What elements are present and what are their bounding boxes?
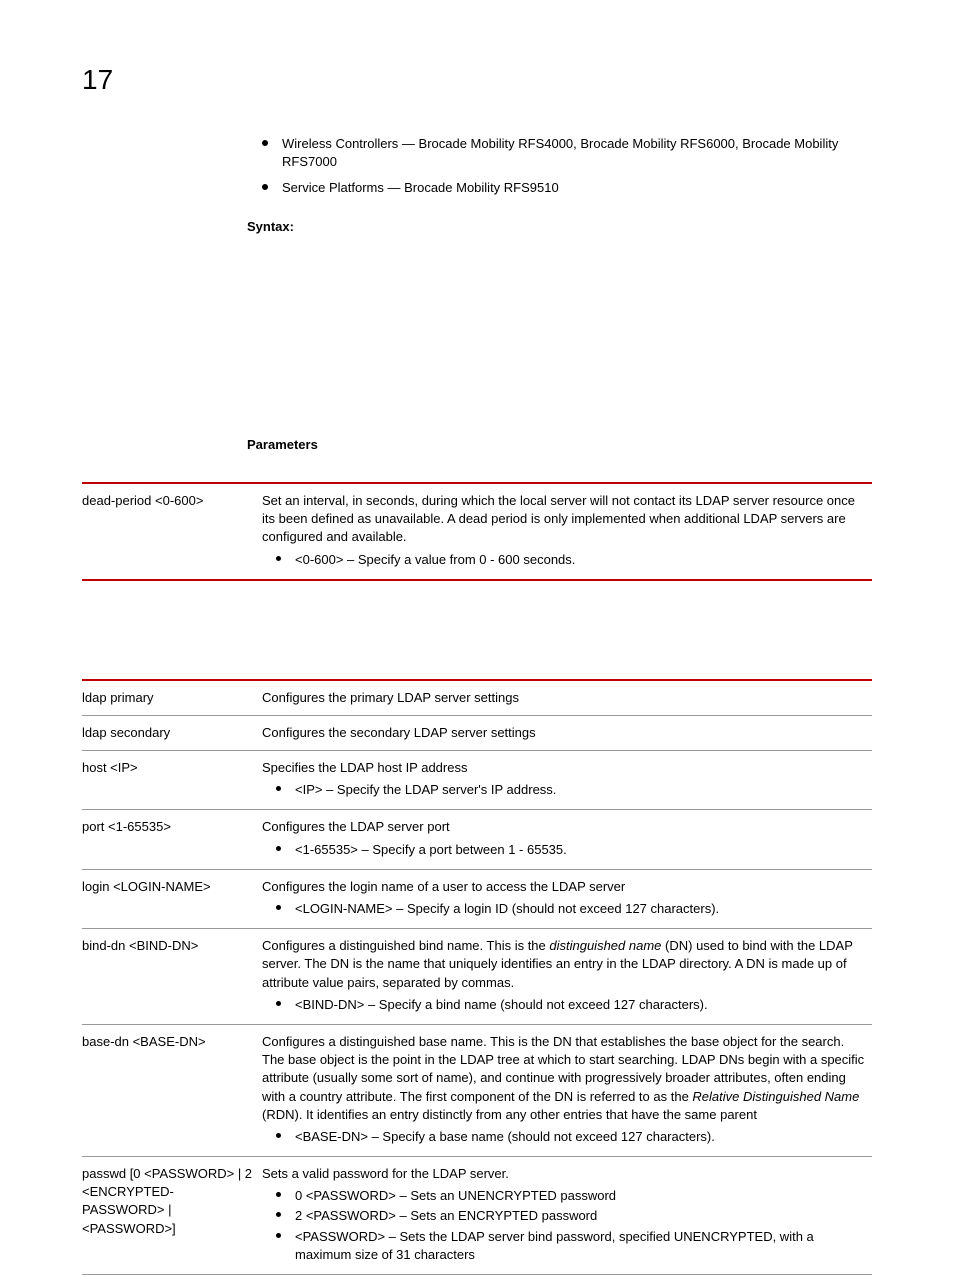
param-desc: Specifies the LDAP host IP address <IP> … [262, 751, 872, 810]
param-name: dead-period <0-600> [82, 483, 262, 580]
param-bullet: <PASSWORD> – Sets the LDAP server bind p… [276, 1228, 866, 1264]
param-name: port <1-65535> [82, 810, 262, 869]
param-desc-text-post: (RDN). It identifies an entry distinctly… [262, 1107, 757, 1122]
param-bullet: <LOGIN-NAME> – Specify a login ID (shoul… [276, 900, 866, 918]
parameter-table-2: ldap primary Configures the primary LDAP… [82, 679, 872, 1275]
param-bullet-text: <1-65535> – Specify a port between 1 - 6… [295, 841, 567, 859]
intro-bullets: Wireless Controllers — Brocade Mobility … [262, 135, 872, 198]
param-desc-text: Configures the LDAP server port [262, 819, 450, 834]
bullet-icon [276, 1192, 281, 1197]
param-desc: Sets a valid password for the LDAP serve… [262, 1157, 872, 1275]
page-number: 17 [82, 60, 113, 99]
param-bullet-text: <BASE-DN> – Specify a base name (should … [295, 1128, 715, 1146]
param-desc-italic: distinguished name [549, 938, 661, 953]
param-bullet-text: <0-600> – Specify a value from 0 - 600 s… [295, 551, 575, 569]
param-desc: Configures a distinguished bind name. Th… [262, 929, 872, 1025]
table-row: ldap secondary Configures the secondary … [82, 715, 872, 750]
param-desc-text: Sets a valid password for the LDAP serve… [262, 1166, 509, 1181]
table-row: login <LOGIN-NAME> Configures the login … [82, 869, 872, 928]
param-bullet-text: <IP> – Specify the LDAP server's IP addr… [295, 781, 556, 799]
table-row: dead-period <0-600> Set an interval, in … [82, 483, 872, 580]
param-desc-text-pre: Configures a distinguished bind name. Th… [262, 938, 549, 953]
intro-bullet-text: Service Platforms — Brocade Mobility RFS… [282, 179, 872, 197]
parameter-table-1: dead-period <0-600> Set an interval, in … [82, 482, 872, 581]
param-bullet-text: <LOGIN-NAME> – Specify a login ID (shoul… [295, 900, 719, 918]
param-bullet: 0 <PASSWORD> – Sets an UNENCRYPTED passw… [276, 1187, 866, 1205]
bullet-icon [262, 184, 268, 190]
table-row: passwd [0 <PASSWORD> | 2 <ENCRYPTED-PASS… [82, 1157, 872, 1275]
table-row: port <1-65535> Configures the LDAP serve… [82, 810, 872, 869]
parameters-heading: Parameters [247, 436, 872, 454]
param-desc-text: Specifies the LDAP host IP address [262, 760, 467, 775]
bullet-icon [276, 556, 281, 561]
table-row: base-dn <BASE-DN> Configures a distingui… [82, 1024, 872, 1156]
param-bullet: <BIND-DN> – Specify a bind name (should … [276, 996, 866, 1014]
param-bullet: <0-600> – Specify a value from 0 - 600 s… [276, 551, 866, 569]
bullet-icon [276, 786, 281, 791]
param-bullet: <1-65535> – Specify a port between 1 - 6… [276, 841, 866, 859]
param-bullet-text: <PASSWORD> – Sets the LDAP server bind p… [295, 1228, 866, 1264]
param-desc: Configures a distinguished base name. Th… [262, 1024, 872, 1156]
syntax-heading: Syntax: [247, 218, 872, 236]
param-name: base-dn <BASE-DN> [82, 1024, 262, 1156]
param-bullet: <BASE-DN> – Specify a base name (should … [276, 1128, 866, 1146]
param-bullet: 2 <PASSWORD> – Sets an ENCRYPTED passwor… [276, 1207, 866, 1225]
param-desc-italic: Relative Distinguished Name [692, 1089, 859, 1104]
param-bullet: <IP> – Specify the LDAP server's IP addr… [276, 781, 866, 799]
intro-bullet: Service Platforms — Brocade Mobility RFS… [262, 179, 872, 197]
param-desc: Configures the LDAP server port <1-65535… [262, 810, 872, 869]
bullet-icon [276, 905, 281, 910]
param-bullet-text: <BIND-DN> – Specify a bind name (should … [295, 996, 708, 1014]
param-desc: Configures the secondary LDAP server set… [262, 715, 872, 750]
param-desc: Set an interval, in seconds, during whic… [262, 483, 872, 580]
table-row: ldap primary Configures the primary LDAP… [82, 680, 872, 716]
bullet-icon [276, 1212, 281, 1217]
bullet-icon [276, 1133, 281, 1138]
param-bullet-text: 0 <PASSWORD> – Sets an UNENCRYPTED passw… [295, 1187, 616, 1205]
table-row: host <IP> Specifies the LDAP host IP add… [82, 751, 872, 810]
param-name: ldap primary [82, 680, 262, 716]
param-desc-text: Configures the login name of a user to a… [262, 879, 625, 894]
bullet-icon [276, 1001, 281, 1006]
param-name: host <IP> [82, 751, 262, 810]
table-row: bind-dn <BIND-DN> Configures a distingui… [82, 929, 872, 1025]
param-desc-text: Set an interval, in seconds, during whic… [262, 493, 855, 544]
bullet-icon [276, 846, 281, 851]
bullet-icon [276, 1233, 281, 1238]
param-name: ldap secondary [82, 715, 262, 750]
param-name: passwd [0 <PASSWORD> | 2 <ENCRYPTED-PASS… [82, 1157, 262, 1275]
param-name: login <LOGIN-NAME> [82, 869, 262, 928]
param-name: bind-dn <BIND-DN> [82, 929, 262, 1025]
page-content: Wireless Controllers — Brocade Mobility … [82, 135, 872, 1275]
intro-bullet-text: Wireless Controllers — Brocade Mobility … [282, 135, 872, 171]
param-desc: Configures the login name of a user to a… [262, 869, 872, 928]
param-bullet-text: 2 <PASSWORD> – Sets an ENCRYPTED passwor… [295, 1207, 597, 1225]
param-desc: Configures the primary LDAP server setti… [262, 680, 872, 716]
bullet-icon [262, 140, 268, 146]
intro-bullet: Wireless Controllers — Brocade Mobility … [262, 135, 872, 171]
